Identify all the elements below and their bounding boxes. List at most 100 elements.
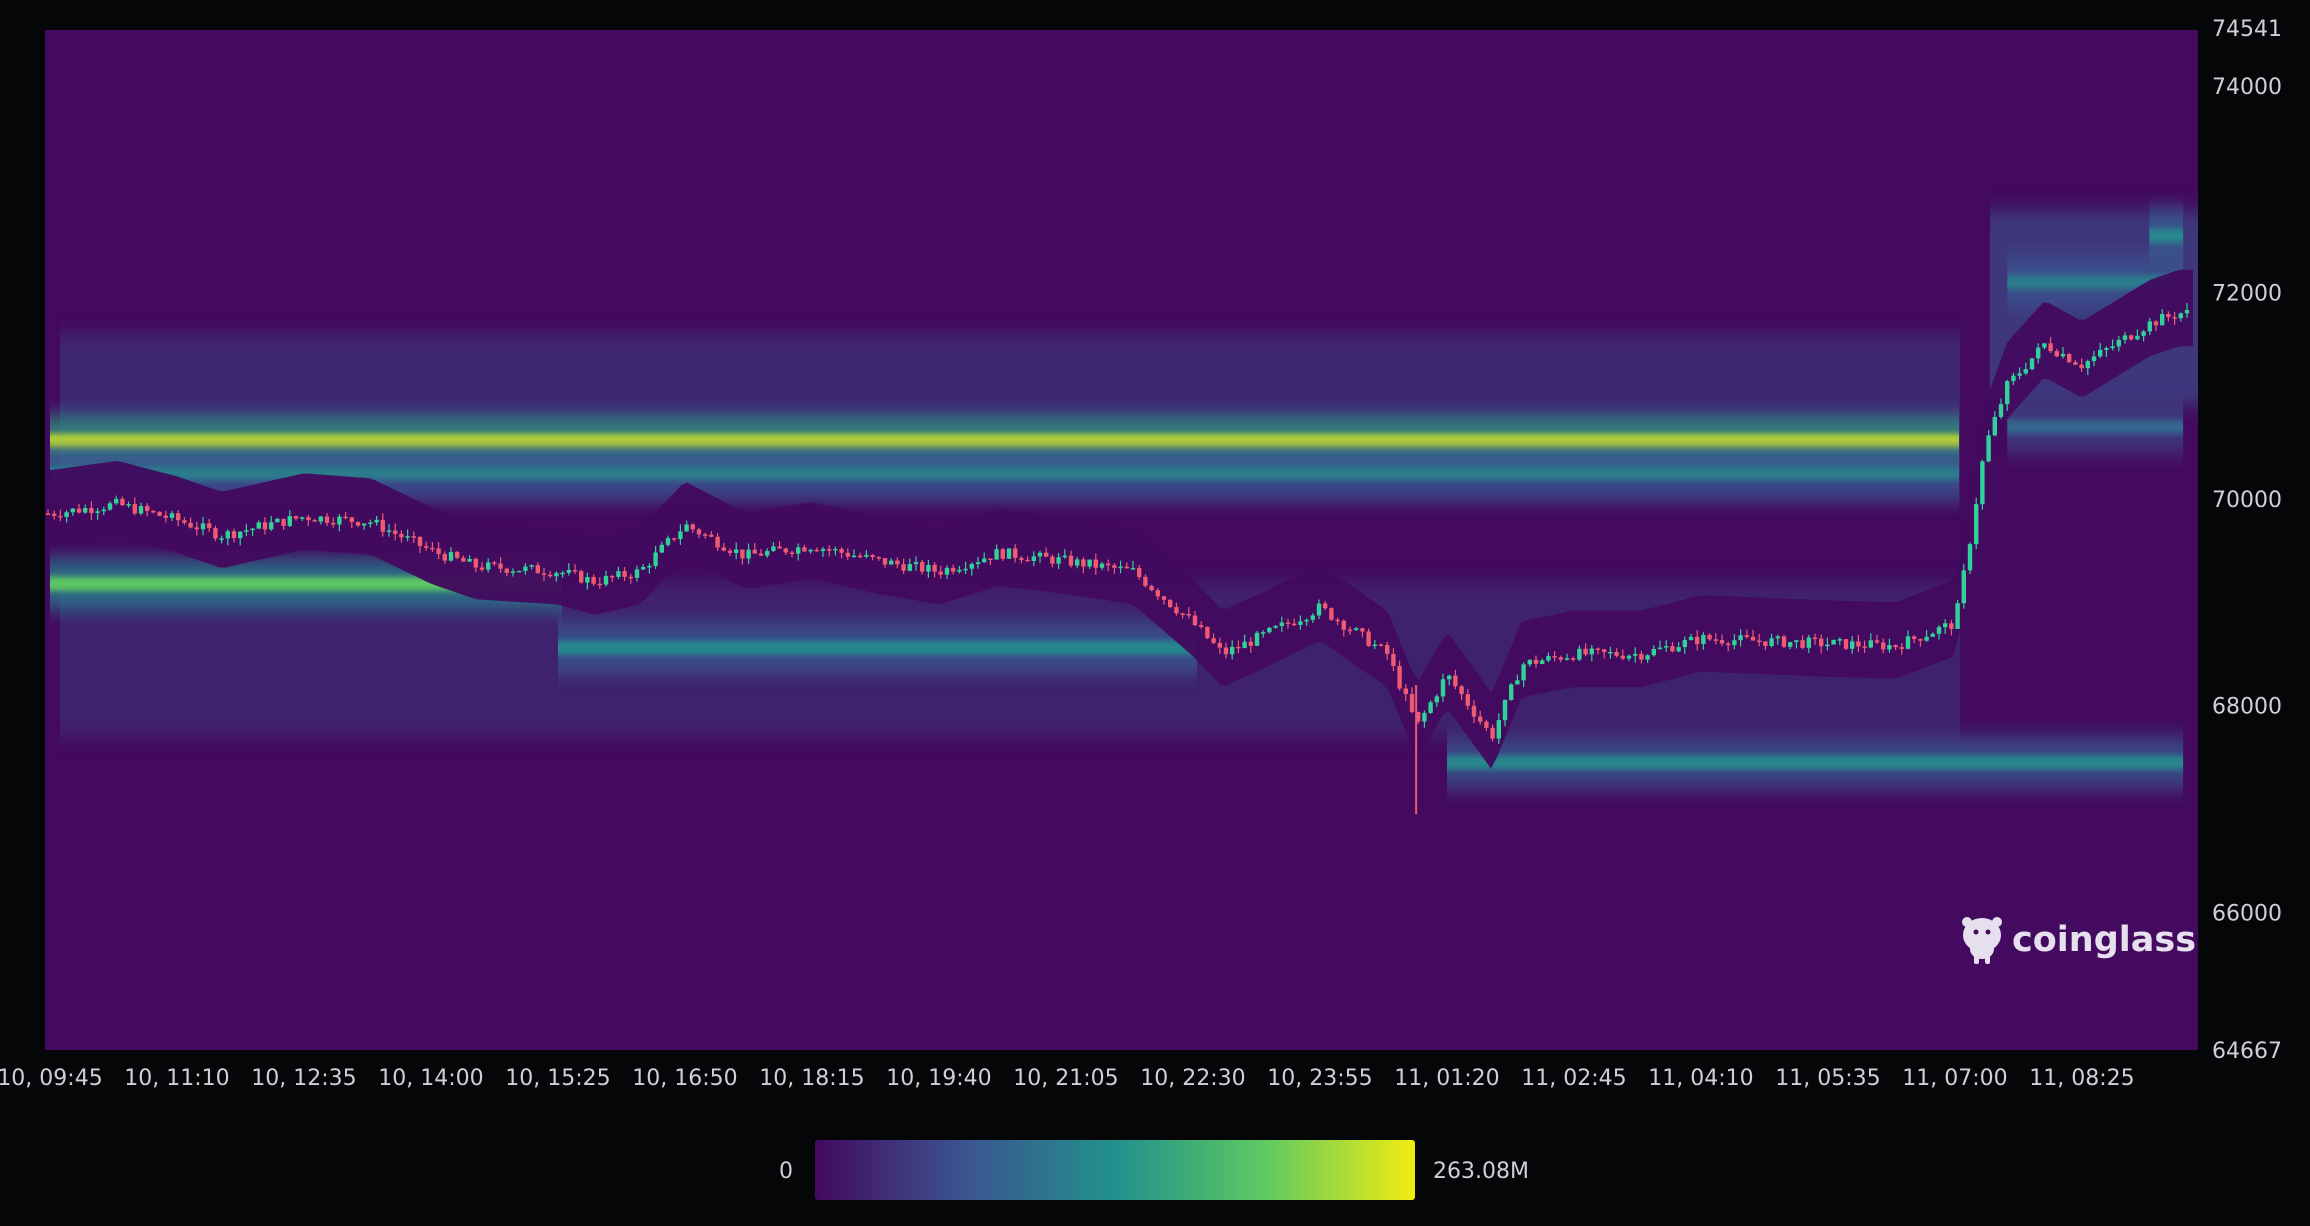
candle-body	[64, 512, 69, 517]
candle-body	[1788, 642, 1793, 647]
candle-body	[83, 508, 88, 513]
candle-body	[2073, 362, 2078, 365]
candle-body	[1168, 599, 1173, 608]
candle-body	[882, 558, 888, 565]
candle-body	[1924, 636, 1929, 641]
candle-body	[207, 523, 212, 529]
candle-body	[814, 549, 819, 552]
candle-body	[1998, 404, 2004, 417]
candle-body	[374, 519, 379, 523]
candle-body	[585, 576, 590, 583]
candle-body	[269, 522, 274, 530]
x-tick-label: 10, 19:40	[886, 1066, 991, 1091]
candle-body	[169, 513, 175, 518]
candle-body	[1056, 557, 1061, 564]
candle-body	[2023, 369, 2028, 374]
candle-body	[1564, 658, 1570, 660]
candle-body	[250, 528, 255, 531]
candle-body	[572, 569, 578, 572]
candle-body	[424, 546, 429, 548]
y-tick-label: 68000	[2212, 695, 2282, 720]
candle-body	[1062, 555, 1067, 558]
candle-body	[2160, 314, 2165, 326]
candle-body	[1626, 655, 1632, 659]
candle-body	[1868, 640, 1873, 648]
x-tick-label: 11, 08:25	[2029, 1066, 2134, 1091]
x-tick-label: 11, 07:00	[1902, 1066, 2007, 1091]
candle-body	[734, 549, 739, 553]
candle-body	[1174, 607, 1179, 614]
candle-body	[1217, 642, 1222, 648]
candle-body	[1316, 603, 1322, 616]
candle-body	[1093, 559, 1098, 568]
candle-body	[225, 531, 230, 539]
candle-body	[1006, 548, 1012, 559]
candle-body	[1428, 702, 1433, 713]
candle-body	[628, 576, 633, 579]
x-tick-label: 11, 04:10	[1648, 1066, 1753, 1091]
candle-body	[1540, 660, 1545, 664]
candle-body	[975, 562, 981, 565]
candle-body	[1688, 636, 1694, 641]
candle-body	[1583, 648, 1588, 655]
heat-band	[558, 640, 1197, 655]
candle-body	[1199, 625, 1204, 627]
candle-body	[901, 564, 906, 571]
candle-body	[957, 569, 962, 572]
candle-body	[2029, 358, 2035, 370]
candle-body	[1130, 568, 1136, 570]
candle-body	[1527, 659, 1532, 665]
x-tick-label: 10, 21:05	[1013, 1066, 1118, 1091]
colorbar-gradient	[815, 1140, 1415, 1200]
candle-body	[1124, 566, 1129, 569]
candle-body	[504, 568, 509, 573]
candle-body	[2017, 373, 2022, 376]
candle-body	[672, 538, 677, 540]
candle-body	[1236, 646, 1241, 649]
candle-body	[2116, 339, 2121, 347]
candle-body	[1378, 644, 1384, 647]
candle-body	[45, 513, 51, 516]
candle-body	[715, 536, 720, 548]
candle-body	[1701, 634, 1706, 645]
y-tick-label: 70000	[2212, 488, 2282, 513]
candle-body	[461, 557, 466, 562]
candle-body	[833, 549, 838, 551]
candle-body	[1298, 621, 1303, 625]
candle-body	[771, 546, 776, 551]
candle-body	[1416, 711, 1421, 722]
candle-body	[1335, 619, 1340, 622]
candle-body	[436, 548, 441, 555]
candle-body	[845, 552, 850, 557]
candle-body	[1242, 641, 1247, 649]
colorbar-max-label: 263.08M	[1433, 1159, 1529, 1184]
candle-body	[1453, 675, 1458, 687]
x-tick-label: 11, 01:20	[1394, 1066, 1499, 1091]
candle-body	[219, 538, 224, 540]
candle-body	[653, 552, 658, 566]
candle-body	[1323, 603, 1328, 609]
candle-body	[417, 536, 423, 547]
candle-body	[306, 517, 311, 521]
candle-body	[1068, 555, 1074, 566]
candle-body	[194, 527, 199, 530]
x-tick-label: 10, 16:50	[632, 1066, 737, 1091]
candle-body	[1986, 435, 1991, 462]
candle-body	[1633, 653, 1638, 656]
candle-body	[1707, 634, 1712, 640]
candle-body	[1558, 657, 1563, 660]
candle-body	[1899, 647, 1904, 649]
candle-body	[1223, 647, 1229, 655]
candle-body	[380, 519, 385, 532]
candle-body	[1403, 688, 1408, 695]
candle-body	[510, 571, 516, 573]
candle-body	[2141, 331, 2146, 336]
candle-body	[1254, 632, 1260, 646]
candle-body	[1248, 641, 1253, 646]
candle-body	[318, 516, 323, 522]
candle-body	[541, 573, 547, 575]
candle-body	[1447, 675, 1452, 680]
candle-body	[1471, 705, 1477, 717]
candle-body	[1465, 694, 1470, 706]
candle-body	[870, 554, 875, 557]
